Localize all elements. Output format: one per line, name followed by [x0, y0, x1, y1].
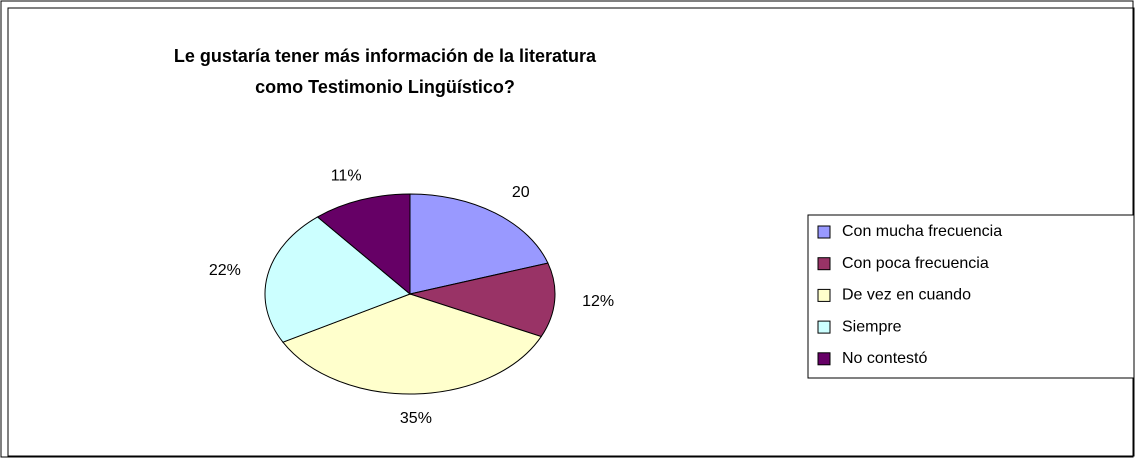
legend-label: No contestó — [842, 350, 927, 367]
legend-label: Con poca frecuencia — [842, 255, 989, 272]
legend-swatch — [817, 288, 831, 302]
chart-title: como Testimonio Lingüístico? — [255, 77, 515, 97]
data-label: 20 — [512, 184, 530, 201]
legend-label: Siempre — [842, 318, 902, 335]
pie-slice — [264, 216, 411, 343]
pie-slice — [409, 193, 549, 295]
data-label: 12% — [582, 293, 614, 310]
legend-swatch — [817, 320, 831, 334]
legend-label: Con mucha frecuencia — [842, 223, 1002, 240]
legend-swatch — [817, 257, 831, 271]
legend-swatch — [817, 225, 831, 239]
data-label: 22% — [209, 262, 241, 279]
legend-swatch — [817, 352, 831, 366]
pie-slice — [316, 193, 411, 296]
pie-slice — [408, 262, 556, 338]
legend-label: De vez en cuando — [842, 287, 971, 304]
legend-box — [807, 214, 1135, 379]
chart-title: Le gustaría tener más información de la … — [174, 46, 597, 66]
pie-slice — [282, 293, 542, 395]
data-label: 35% — [400, 410, 432, 427]
data-label: 11% — [331, 168, 362, 185]
